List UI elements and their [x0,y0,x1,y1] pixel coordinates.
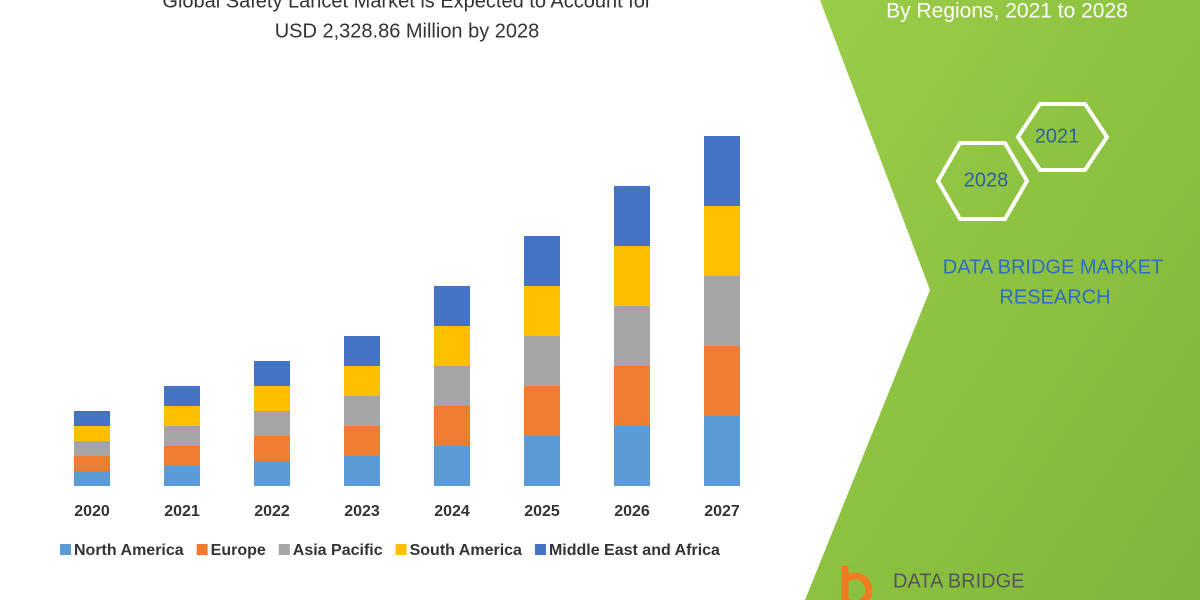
chart-title: USD 2,328.86 Million by 2028 [275,20,540,42]
bar-segment [164,406,200,426]
bar-segment [524,436,560,486]
bar-segment [254,361,290,386]
bar-segment [704,276,740,346]
x-tick-label: 2020 [74,503,110,520]
bar-segment [524,286,560,336]
panel-subtitle: By Regions, 2021 to 2028 [886,0,1128,23]
hexagon [1015,102,1110,172]
x-tick-label: 2025 [524,503,560,520]
logo-icon [841,566,873,600]
hex-label: 2028 [964,169,1009,191]
legend-swatch [534,544,546,555]
logo-text: DATA BRIDGE [893,570,1025,592]
legend-label: Middle East and Africa [549,542,720,559]
x-tick-label: 2026 [614,503,650,520]
hex-label: 2021 [1035,125,1080,147]
brand-text: RESEARCH [999,286,1110,308]
bar-segment [344,366,380,396]
bar-segment [704,136,740,206]
bar-segment [704,416,740,486]
legend-swatch [278,544,290,555]
bar-segment [524,386,560,436]
bar-segment [434,406,470,446]
bar-segment [704,206,740,276]
bar-segment [434,326,470,366]
bar-segment [164,386,200,406]
bar-segment [254,436,290,461]
bar-segment [74,426,110,441]
x-tick-label: 2027 [704,503,740,520]
bar-segment [254,386,290,411]
bar-segment [434,366,470,406]
bar-segment [254,411,290,436]
bar-segment [164,466,200,486]
bar-segment [524,336,560,386]
bar-segment [614,366,650,426]
bar-segment [344,426,380,456]
bar-segment [704,346,740,416]
hexagon [935,141,1030,221]
bar-segment [434,446,470,486]
x-tick-label: 2023 [344,503,380,520]
bar-segment [164,426,200,446]
bar-segment [74,411,110,426]
legend-swatch [196,544,208,555]
legend-swatch [60,544,71,555]
bar-segment [614,246,650,306]
plot: 2020 2021 2022 2023 2024 2025 2026 2027 North Am… [60,136,740,559]
x-tick-label: 2024 [434,503,470,520]
bar-segment [614,186,650,246]
bar-segment [614,306,650,366]
legend-swatch [395,544,407,555]
bar-segment [344,336,380,366]
side-panel [805,0,1200,600]
bar-segment [164,446,200,466]
bar-segment [344,396,380,426]
bar-segment [434,286,470,326]
bar-segment [254,461,290,486]
legend-label: Europe [211,542,266,559]
brand-text: DATA BRIDGE MARKET [943,256,1163,278]
legend-label: North America [74,542,184,559]
legend-label: South America [410,542,522,559]
bar-segment [614,426,650,486]
x-tick-label: 2021 [164,503,200,520]
bar-segment [74,471,110,486]
x-tick-label: 2022 [254,503,290,520]
bar-segment [524,236,560,286]
bar-segment [74,441,110,456]
chart-title: Global Safety Lancet Market is Expected … [162,0,651,12]
bar-segment [74,456,110,471]
legend-label: Asia Pacific [293,542,383,559]
bar-segment [344,456,380,486]
